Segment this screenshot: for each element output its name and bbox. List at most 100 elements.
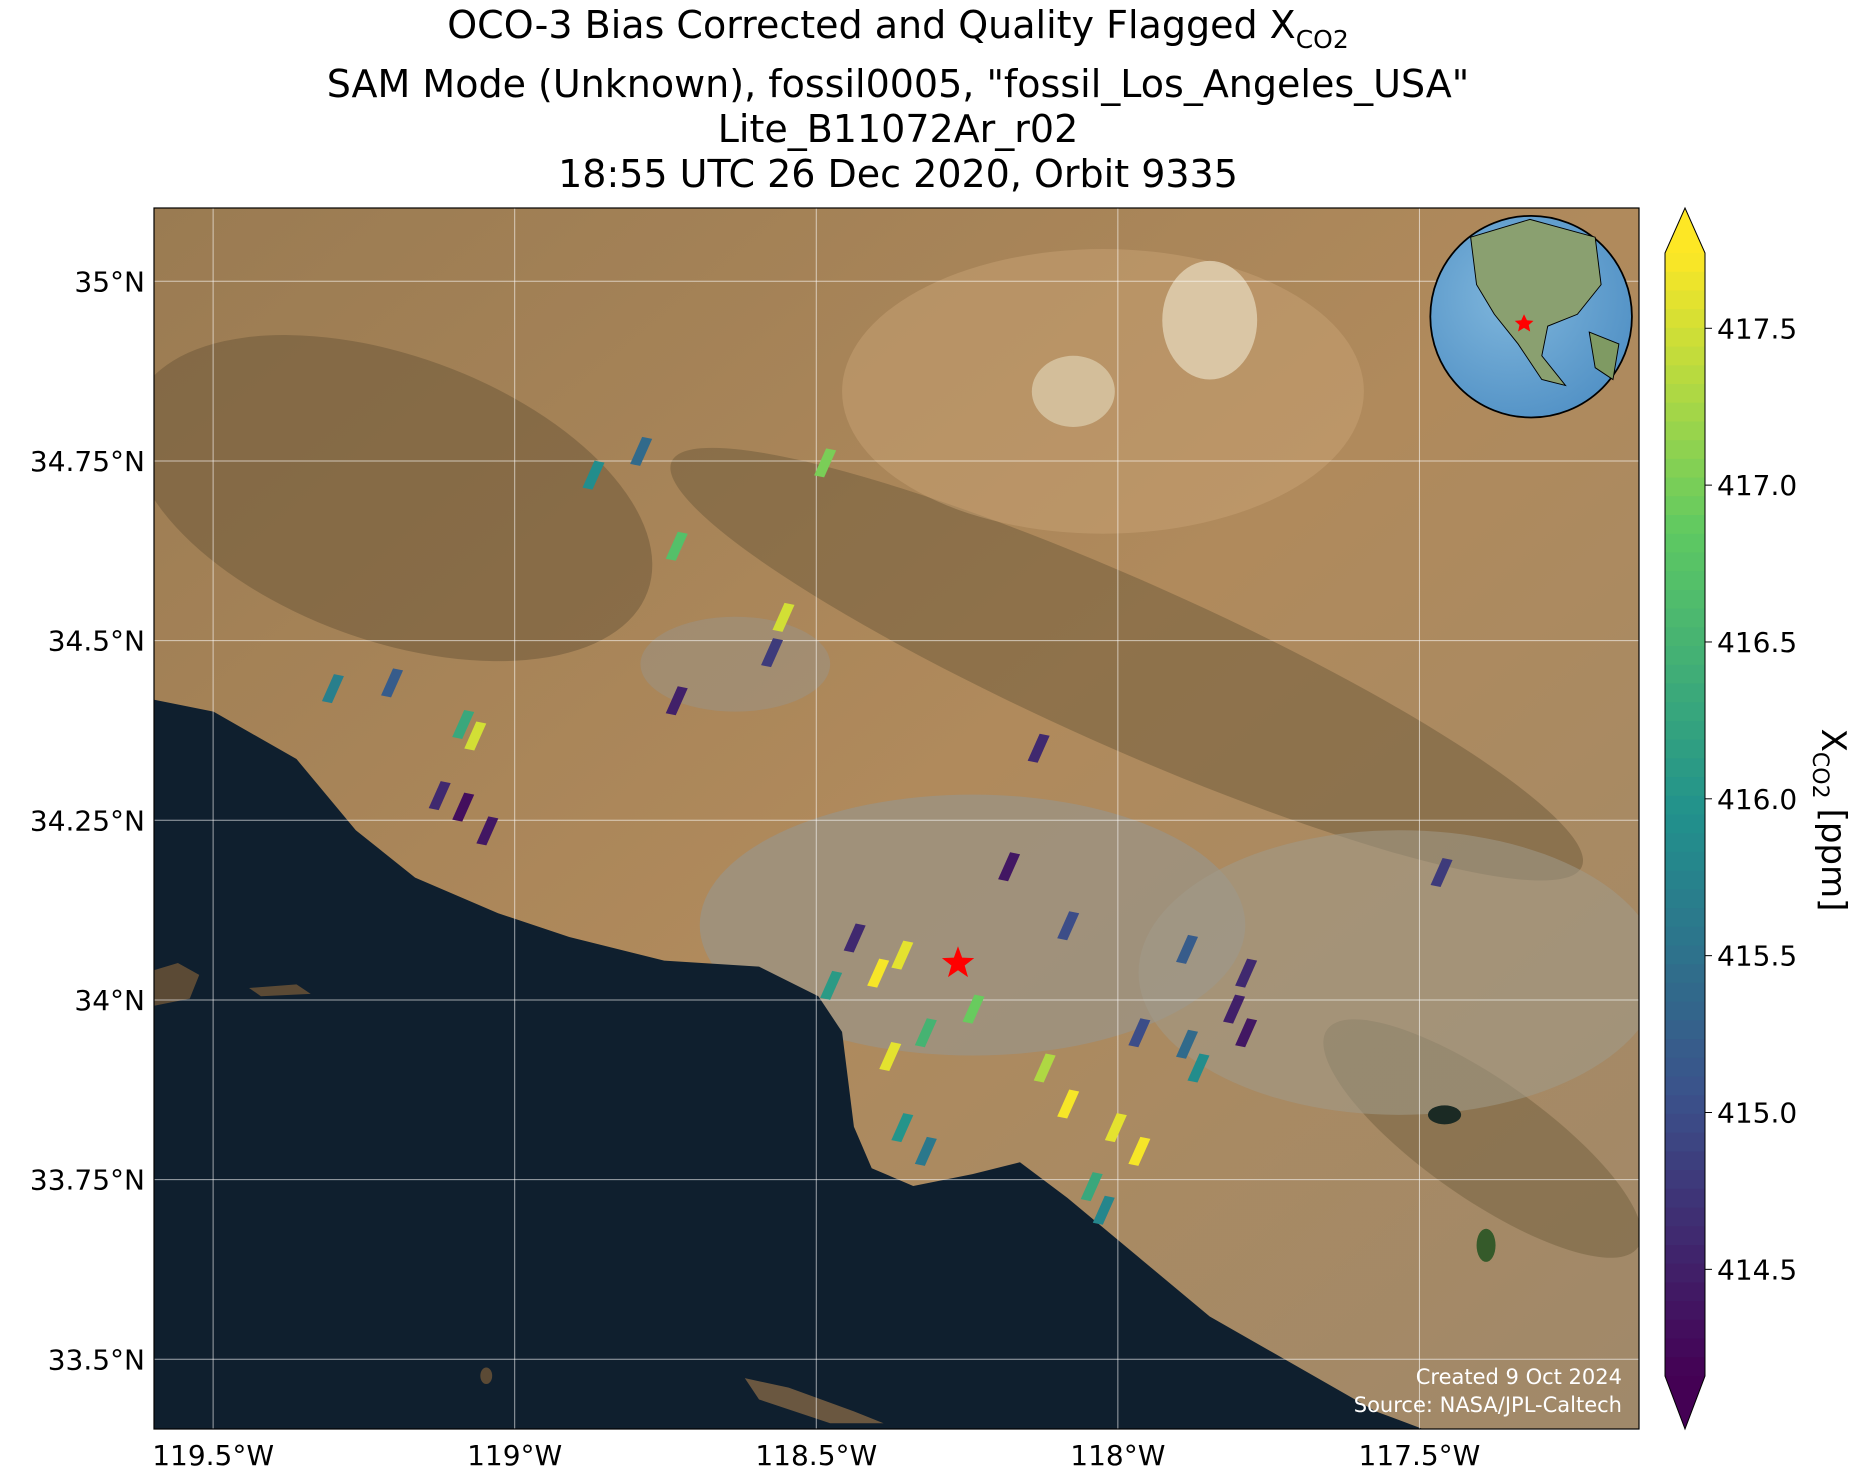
colorbar-tick-label: 414.5 xyxy=(1717,1253,1797,1286)
x-tick-label: 119°W xyxy=(467,1439,562,1472)
colorbar-step xyxy=(1665,1282,1705,1302)
colorbar-step xyxy=(1665,1301,1705,1321)
colorbar-step xyxy=(1665,758,1705,778)
colorbar-label: XCO2 [ppm] xyxy=(1807,729,1853,912)
sounding xyxy=(891,940,914,970)
sounding xyxy=(1080,1172,1103,1202)
colorbar-step xyxy=(1665,533,1705,554)
colorbar-step xyxy=(1665,589,1705,610)
x-tick-label: 119.5°W xyxy=(152,1439,274,1472)
sounding xyxy=(1057,911,1080,941)
colorbar-tick-label: 415.0 xyxy=(1717,1097,1797,1130)
island xyxy=(154,963,200,1006)
colorbar-step xyxy=(1665,1338,1705,1358)
colorbar-step xyxy=(1665,608,1705,628)
sounding xyxy=(1057,1089,1080,1119)
colorbar-outline xyxy=(1664,206,1706,1431)
basemap xyxy=(154,208,1639,1429)
colorbar-step xyxy=(1665,964,1705,984)
sounding xyxy=(1187,1053,1210,1083)
credit: Source: NASA/JPL-Caltech xyxy=(1354,1393,1622,1417)
sounding xyxy=(867,958,890,988)
colorbar-step xyxy=(1665,1039,1705,1059)
colorbar-step xyxy=(1665,402,1705,423)
colorbar-step xyxy=(1665,926,1705,947)
colorbar-step xyxy=(1665,552,1705,572)
y-tick-label: 34.75°N xyxy=(30,445,145,478)
y-tick-label: 34°N xyxy=(74,984,145,1017)
subtitle: SAM Mode (Unknown), fossil0005, "fossil_… xyxy=(327,62,1470,106)
y-tick-label: 33.5°N xyxy=(48,1343,145,1376)
sounding xyxy=(998,852,1021,882)
colorbar-tick-label: 416.0 xyxy=(1717,783,1797,816)
island xyxy=(249,984,311,997)
terrain xyxy=(154,249,1639,1429)
sounding xyxy=(1104,1113,1127,1143)
ocean xyxy=(154,699,1423,1429)
colorbar-step xyxy=(1665,515,1705,535)
colorbar-step xyxy=(1665,1244,1705,1265)
colorbar-step xyxy=(1665,814,1705,834)
sounding xyxy=(582,460,605,490)
x-tick-label: 118°W xyxy=(1070,1439,1165,1472)
colorbar-step xyxy=(1665,833,1705,853)
colorbar-step xyxy=(1665,346,1705,366)
colorbar-step xyxy=(1665,908,1705,928)
colorbar-step xyxy=(1665,1132,1705,1152)
sounding xyxy=(1128,1136,1151,1166)
x-tick-label: 117.5°W xyxy=(1359,1439,1481,1472)
sounding xyxy=(1430,858,1453,888)
colorbar-step xyxy=(1665,1188,1705,1209)
sounding xyxy=(464,721,487,751)
map-frame xyxy=(153,207,1640,1430)
sounding xyxy=(914,1136,937,1166)
colorbar-tick-label: 416.5 xyxy=(1717,626,1797,659)
colorbar-label-subscript: CO2 xyxy=(1807,752,1832,799)
colorbar-step xyxy=(1665,1226,1705,1246)
sounding xyxy=(321,674,344,704)
sounding xyxy=(476,816,499,846)
sounding xyxy=(665,686,688,716)
colorbar-step xyxy=(1665,271,1705,292)
subtitle: 18:55 UTC 26 Dec 2020, Orbit 9335 xyxy=(558,152,1238,196)
colorbar-step xyxy=(1665,477,1705,497)
sounding xyxy=(879,1042,902,1072)
colorbar-step xyxy=(1665,253,1705,273)
y-tick-label: 34.5°N xyxy=(48,625,145,658)
colorbar-step xyxy=(1665,870,1705,890)
colorbar-label-main: X xyxy=(1813,729,1853,752)
colorbar-step xyxy=(1665,365,1705,385)
y-tick-label: 34.25°N xyxy=(30,804,145,837)
credit: Created 9 Oct 2024 xyxy=(1416,1365,1622,1389)
chart-title: OCO-3 Bias Corrected and Quality Flagged… xyxy=(447,3,1348,54)
colorbar-step xyxy=(1665,851,1705,872)
colorbar-step xyxy=(1665,683,1705,703)
sounding xyxy=(1176,934,1199,964)
colorbar-step xyxy=(1665,1113,1705,1134)
colorbar-step xyxy=(1665,384,1705,404)
sounding xyxy=(452,792,475,822)
colorbar-step xyxy=(1665,702,1705,722)
colorbar-step xyxy=(1665,627,1705,647)
sounding xyxy=(1235,1018,1258,1048)
colorbar-step xyxy=(1665,982,1705,1003)
colorbar-step xyxy=(1665,458,1705,479)
x-tick-label: 118.5°W xyxy=(755,1439,877,1472)
axes: 119.5°W 119°W 118.5°W 118°W 117.5°W 35°N 34.75… xyxy=(30,265,1480,1472)
soundings xyxy=(321,436,1453,1225)
title-subscript: CO2 xyxy=(1296,25,1349,54)
colorbar-step xyxy=(1665,1001,1705,1021)
colorbar-step xyxy=(1665,309,1705,329)
y-tick-label: 33.75°N xyxy=(30,1164,145,1197)
colorbar-step xyxy=(1665,1319,1705,1340)
sounding xyxy=(381,668,404,698)
sounding xyxy=(665,531,688,561)
sounding xyxy=(1092,1195,1115,1225)
colorbar-step xyxy=(1665,1020,1705,1040)
sounding xyxy=(1027,733,1050,763)
colorbar-step xyxy=(1665,1076,1705,1096)
sounding xyxy=(428,781,451,811)
sounding xyxy=(962,994,985,1024)
colorbar-step xyxy=(1665,1263,1705,1284)
colorbar-step xyxy=(1665,664,1705,685)
